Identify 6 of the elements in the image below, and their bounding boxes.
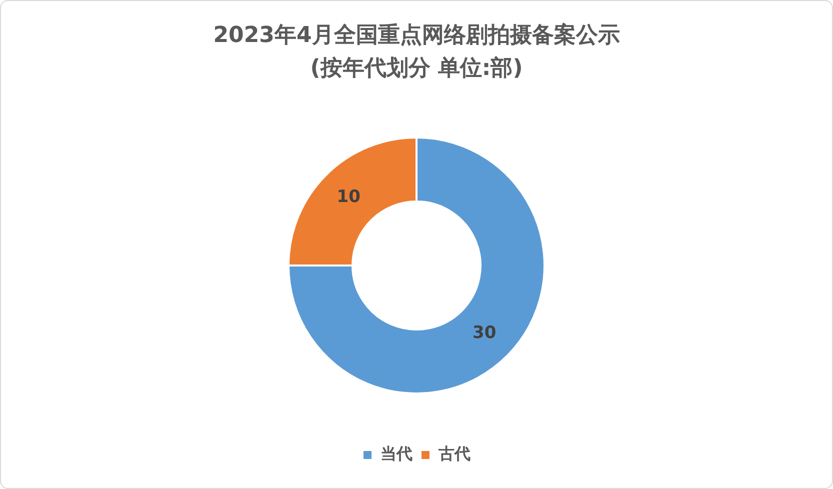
- legend-label: 古代: [438, 444, 470, 464]
- data-label: 10: [336, 187, 361, 208]
- legend-label: 当代: [380, 444, 412, 464]
- chart-title: 2023年4月全国重点网络剧拍摄备案公示: [213, 22, 620, 48]
- data-label: 30: [472, 322, 496, 343]
- chart-subtitle: (按年代划分 单位:部): [310, 55, 523, 82]
